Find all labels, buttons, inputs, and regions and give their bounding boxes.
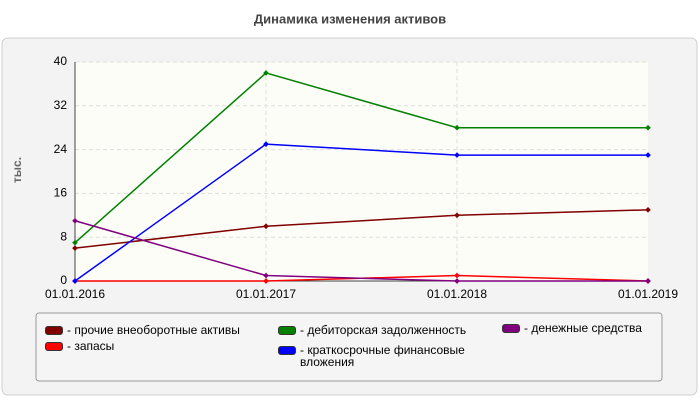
x-tick-label: 01.01.2018: [427, 287, 487, 301]
point: [454, 272, 460, 279]
legend-label: - краткосрочные финансовые вложения: [300, 343, 465, 369]
point: [263, 272, 269, 279]
legend-swatch: [278, 326, 296, 335]
legend-label: - запасы: [67, 339, 115, 353]
point: [72, 217, 78, 224]
point: [263, 141, 269, 147]
y-tick-label: 16: [54, 186, 68, 200]
point: [645, 124, 651, 131]
point: [454, 152, 460, 158]
point: [454, 212, 460, 219]
chart-title: Динамика изменения активов: [254, 11, 446, 26]
series-line: [74, 72, 648, 244]
series-line: [74, 220, 648, 282]
point: [263, 278, 269, 284]
point: [263, 70, 269, 76]
x-tick-label: 01.01.2019: [618, 287, 678, 301]
x-tick-label: 01.01.2016: [45, 287, 105, 301]
point: [645, 206, 651, 213]
point: [645, 278, 651, 284]
series-line: [74, 209, 649, 249]
point: [263, 223, 269, 230]
y-axis-label: тыс.: [10, 157, 24, 183]
y-tick-label: 32: [54, 98, 68, 112]
series-line: [74, 143, 648, 282]
point: [72, 239, 78, 246]
plot-area: [75, 62, 648, 281]
point: [72, 245, 78, 251]
legend-label: - прочие внеоборотные активы: [67, 323, 240, 337]
point: [72, 278, 78, 284]
legend-swatch: [45, 326, 63, 335]
legend-swatch: [278, 346, 296, 355]
x-tick-label: 01.01.2017: [236, 287, 296, 301]
y-tick-label: 40: [54, 54, 68, 68]
point: [454, 124, 460, 131]
y-tick-label: 24: [54, 142, 68, 156]
point: [645, 152, 651, 158]
legend-label: - дебиторская задолженность: [300, 323, 467, 337]
y-tick-label: 0: [60, 273, 67, 287]
y-tick-label: 8: [60, 229, 67, 243]
legend-swatch: [502, 324, 520, 333]
legend-swatch: [45, 342, 63, 351]
legend-label: - денежные средства: [524, 321, 642, 335]
point: [454, 278, 460, 284]
